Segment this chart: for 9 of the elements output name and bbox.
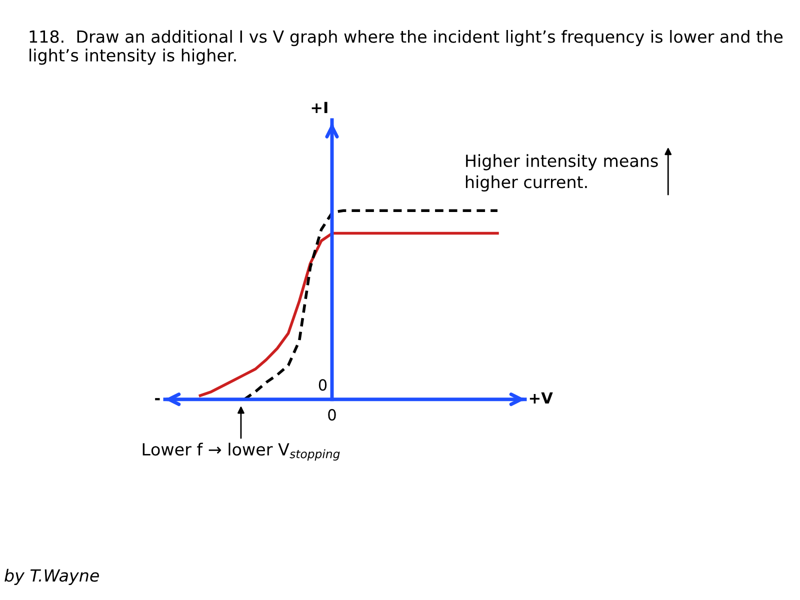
chart-title: 118. Draw an additional I vs V graph where the incident light’s frequency is lower and the light’s intensity is higher.	[30, 30, 783, 65]
text: -	[155, 398, 160, 400]
text: 0	[328, 409, 336, 421]
text: Lower f → lower V$_{stopping}$	[142, 442, 340, 461]
text: +I	[312, 102, 328, 114]
text: Higher intensity means higher current.	[466, 154, 658, 192]
annotation: 0	[318, 379, 327, 391]
x-axis-title: +V	[530, 392, 553, 404]
text: by T.Wayne	[4, 568, 99, 585]
